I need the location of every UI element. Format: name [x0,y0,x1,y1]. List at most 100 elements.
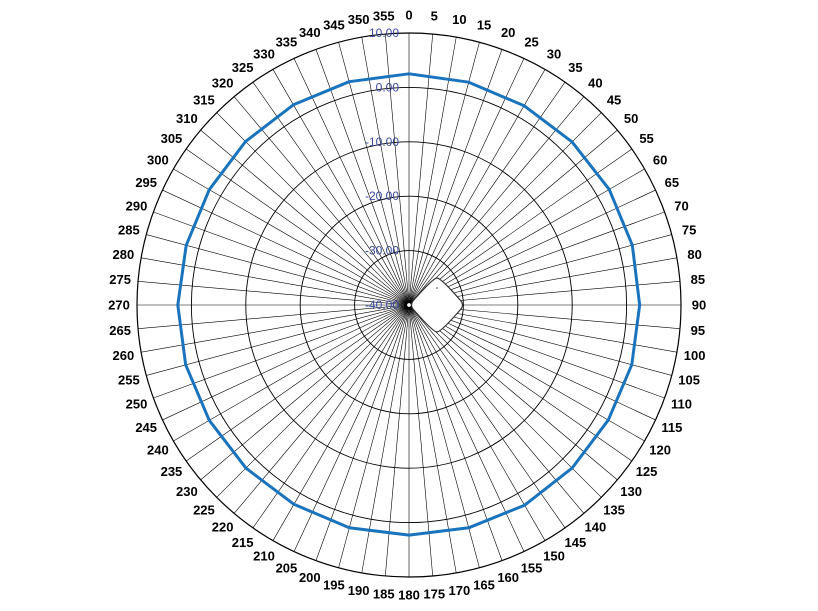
grid-spoke-170 [409,306,457,573]
angle-tick-label: 230 [176,484,198,499]
grid-spoke-30 [409,69,546,304]
radial-tick-label: 0.00 [376,80,400,94]
grid-spoke-55 [410,148,632,305]
angle-tick-label: 130 [620,484,642,499]
angle-tick-label: 80 [687,247,701,262]
series-point-210 [292,502,296,506]
angle-tick-label: 5 [431,9,438,24]
angle-tick-label: 160 [497,570,519,585]
grid-spoke-25 [409,58,525,304]
grid-spoke-290 [153,211,408,305]
angle-tick-label: 240 [147,443,169,458]
series-point-300 [207,188,211,192]
angle-tick-label: 150 [543,549,565,564]
series-point-75 [630,243,634,247]
series-point-135 [570,466,574,470]
grid-spoke-60 [410,168,645,305]
angle-tick-label: 25 [524,35,538,50]
angle-tick-label: 200 [299,570,321,585]
angle-tick-label: 10 [452,12,466,27]
series-point-165 [467,526,471,530]
angle-tick-label: 145 [564,535,586,550]
grid-spoke-205 [293,306,409,552]
angle-tick-label: 165 [473,578,495,593]
angle-tick-label: 100 [684,348,706,363]
grid-spoke-15 [409,42,480,304]
series-point-345 [347,80,351,84]
radial-tick-label: -20.00 [365,189,399,203]
angle-tick-label: 345 [323,17,345,32]
grid-spoke-220 [233,306,408,514]
angle-tick-label: 260 [113,348,135,363]
angle-tick-label: 155 [521,560,543,575]
grid-spoke-225 [216,306,408,498]
angle-tick-label: 330 [253,46,275,61]
grid-spoke-40 [410,96,585,304]
series-point-15 [467,80,471,84]
grid-spoke-115 [410,305,656,421]
grid-spoke-125 [410,305,632,462]
angle-tick-label: 235 [161,464,183,479]
angle-tick-label: 335 [276,35,298,50]
radial-tick-label: -30.00 [365,244,399,258]
grid-spoke-145 [409,306,566,528]
grid-spoke-315 [216,112,408,304]
angle-tick-label: 325 [232,60,254,75]
angle-tick-label: 110 [671,397,692,412]
series-point-270 [176,303,180,307]
grid-spoke-235 [186,305,408,462]
angle-tick-label: 250 [126,397,148,412]
angle-tick-label: 270 [108,298,130,313]
grid-spoke-260 [141,305,408,353]
angle-tick-label: 265 [109,323,131,338]
grid-spoke-20 [409,49,503,304]
grid-spoke-160 [409,306,503,561]
angle-tick-label: 135 [603,503,625,518]
series-point-240 [207,418,211,422]
angle-tick-label: 310 [176,111,198,126]
series-point-30 [522,104,526,108]
grid-spoke-185 [384,306,410,576]
angle-tick-label: 245 [135,420,157,435]
angle-tick-label: 40 [588,75,602,90]
series-layer [176,72,642,537]
grid-spoke-195 [338,306,409,568]
grid-spoke-330 [272,69,409,304]
angle-tick-label: 175 [423,586,445,601]
grid-spoke-230 [200,306,408,481]
grid-spoke-5 [408,34,434,304]
angle-tick-label: 115 [661,420,682,435]
angle-tick-label: 180 [398,588,420,603]
grid-spoke-335 [293,58,409,304]
series-point-150 [523,503,526,507]
grid-spoke-355 [384,34,410,304]
grid-spoke-295 [162,189,408,305]
angle-tick-label: 30 [547,46,561,61]
angle-tick-label: 300 [147,153,169,168]
series-point-225 [244,466,248,470]
angle-tick-label: 85 [691,272,705,287]
radial-tick-label: 10.00 [369,26,399,40]
angle-tick-label: 70 [674,198,688,213]
grid-spoke-340 [315,49,409,304]
series-point-0 [407,72,411,76]
grid-spoke-275 [138,280,408,306]
grid-spoke-110 [410,305,665,399]
grid-spoke-165 [409,306,480,568]
series-point-195 [347,526,351,530]
angle-tick-label: 95 [691,323,705,338]
grid-spoke-215 [252,306,409,528]
angle-tick-label: 285 [118,222,140,237]
series-point-90 [638,303,642,307]
angle-tick-label: 190 [348,583,370,598]
grid-spoke-175 [408,306,434,576]
grid-spoke-345 [338,42,409,304]
angle-tick-label: 140 [585,520,607,535]
grid-spoke-70 [410,211,665,305]
grid-spoke-285 [146,234,408,305]
grid-spoke-155 [409,306,525,552]
angle-tick-label: 15 [477,17,491,32]
series-point-330 [292,103,295,107]
grid-spoke-190 [361,306,409,573]
